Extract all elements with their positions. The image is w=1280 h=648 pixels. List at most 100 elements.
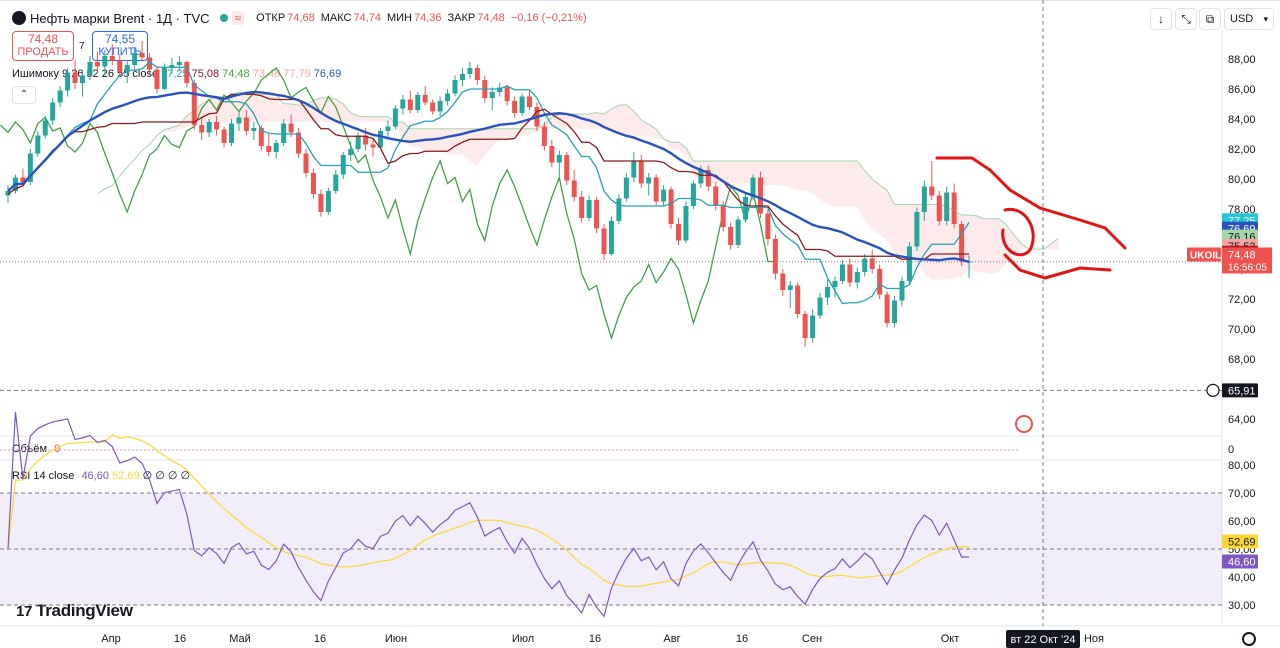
ohlc-open-key: ОТКР [256,12,286,24]
download-icon: ↓ [1158,12,1164,26]
candle-body [27,153,33,182]
candle-body [705,170,711,187]
candle-body [728,227,734,245]
candle-body [325,191,331,212]
ohlc-open-value: 74,68 [287,12,315,24]
candle-body [586,200,592,218]
candle-body [385,126,391,131]
candle-body [631,161,637,178]
tradingview-logo[interactable]: 17 TradingView [16,601,133,621]
candle-body [512,101,518,113]
candle-body [527,96,532,107]
candle-body [772,239,778,274]
price-tick-label: 84,00 [1228,114,1256,126]
candle-body [303,153,309,173]
candle-body [735,219,741,245]
time-tick-label: 16 [314,633,326,645]
candle-body [504,87,510,101]
ohlc-values: ОТКР 74,68 МАКС 74,74 МИН 74,36 ЗАКР 74,48 −… [256,12,590,24]
collapse-legend-button[interactable]: ⌃ [12,86,36,104]
tradingview-mark-icon: 17 [16,602,33,620]
tradingview-name: TradingView [36,601,133,620]
candle-body [541,126,547,146]
rsi-tick-label: 60,00 [1228,516,1256,528]
settings-icon[interactable] [1242,632,1256,646]
time-tick-label: Ноя [1084,633,1104,645]
candle-body [407,99,413,110]
candle-body [445,93,451,101]
candle-body [214,122,220,130]
sell-price: 74,48 [27,32,59,46]
candle-body [20,177,26,182]
candle-body [35,135,41,154]
candle-body [176,62,182,65]
candle-body [340,155,346,175]
candle-body [363,135,369,145]
candle-body [668,189,674,224]
ichimoku-value-2: 75,08 [191,68,220,80]
candle-body [825,287,830,298]
candle-body [452,80,458,94]
candle-body [497,87,503,92]
candle-body [124,65,130,73]
candle-body [251,128,257,131]
candle-body [944,192,950,221]
ohlc-high-key: МАКС [320,12,352,24]
candle-body [616,198,622,221]
candle-body [65,72,71,91]
ichimoku-value-5: 77,79 [283,68,311,80]
time-tick-label: Июл [512,633,534,645]
candle-body [117,60,123,73]
candle-body [333,174,339,191]
symbol-title[interactable]: Нефть марки Brent · 1Д · TVC [30,10,210,26]
snapshot-button[interactable]: ⧉ [1199,8,1221,30]
ichimoku-value-1: 77,25 [161,68,189,80]
fullscreen-button[interactable]: ⤡ [1175,8,1197,30]
fullscreen-icon: ⤡ [1181,12,1191,26]
date-cursor-label: вт 22 Окт '24 [1011,634,1076,646]
candle-body [556,155,562,163]
currency-select[interactable]: USD ▾ [1224,8,1274,30]
date-cursor-bg [1006,630,1080,648]
candle-body [951,192,957,224]
candle-body [415,95,421,110]
rsi-tag-label: 52,69 [1228,536,1256,548]
candle-body [184,62,190,83]
buy-label: КУПИТЬ [98,46,142,58]
level-tag-label: 65,91 [1228,385,1256,397]
ohlc-change-value: −0,16 (−0,21%) [510,12,587,24]
candle-body [154,69,160,89]
time-tick-label: 16 [589,633,601,645]
candle-body [787,285,793,290]
chart-header: Нефть марки Brent · 1Д · TVC ≈ ОТКР 74,68… [12,9,591,27]
candle-body [288,123,294,133]
candle-body [281,123,287,143]
price-tick-label: 82,00 [1228,144,1256,156]
candle-body [229,123,234,143]
candle-body [273,143,279,152]
download-button[interactable]: ↓ [1150,8,1172,30]
rsi-tag-bg [1222,554,1258,569]
snapshot-icon: ⧉ [1205,12,1215,26]
candle-body [348,149,354,155]
sell-button[interactable]: 74,48 ПРОДАТЬ [12,31,74,61]
price-tick-label: 78,00 [1228,204,1256,216]
candle-body [564,155,570,181]
candle-body [139,53,145,58]
candle-body [42,120,48,136]
candle-body [698,170,704,184]
volume-legend[interactable]: Объём 0 [12,443,60,455]
candle-body [392,108,398,127]
ukoil-label-bg [1187,247,1221,262]
candle-body [862,258,868,272]
candles-group [5,41,972,347]
candle-body [750,177,756,197]
approx-icon[interactable]: ≈ [231,11,245,25]
candle-body [437,101,443,112]
price-tick-label: 70,00 [1228,324,1256,336]
tenkan-sen-line [7,61,970,305]
time-tick-label: 16 [736,633,748,645]
ohlc-close-key: ЗАКР [447,12,476,24]
ichimoku-value-6: 76,69 [313,68,342,80]
